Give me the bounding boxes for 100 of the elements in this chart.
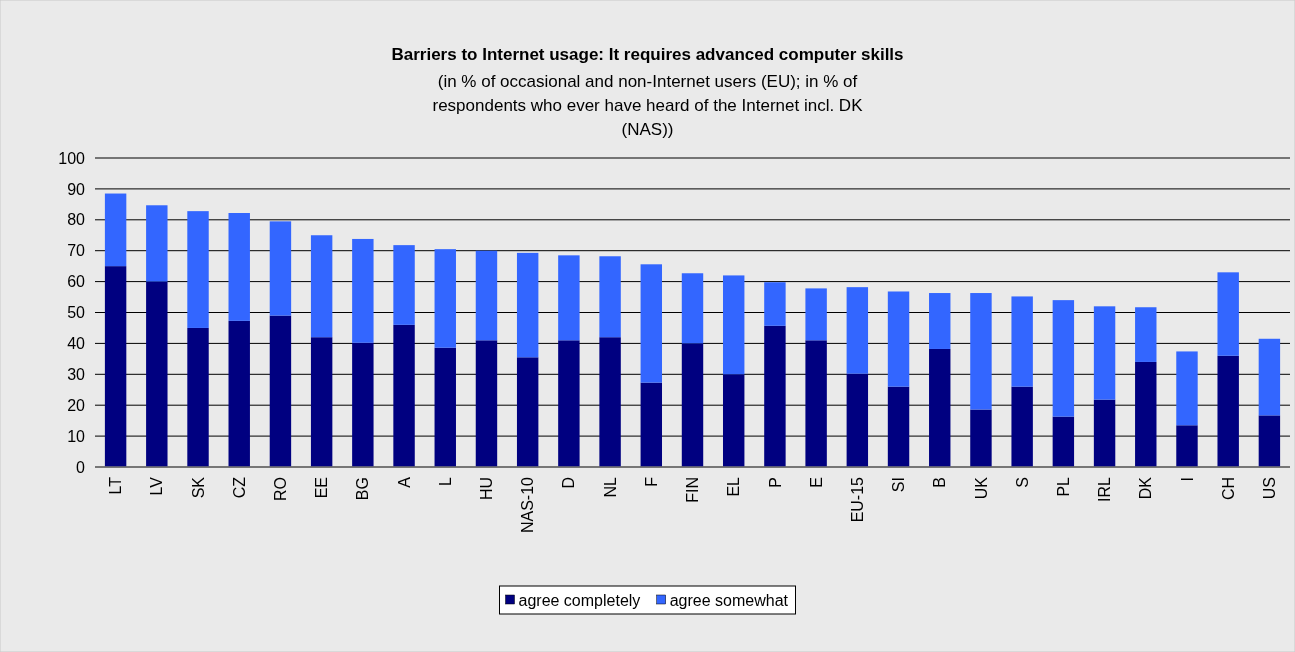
bar [1217, 272, 1239, 356]
x-tick-label: NAS-10 [519, 476, 537, 534]
bar [434, 249, 456, 348]
bar [681, 273, 704, 344]
bar [146, 281, 168, 467]
y-tick-label: 30 [67, 365, 86, 383]
bar [475, 250, 498, 341]
bar [310, 337, 333, 467]
x-tick-label: B [931, 477, 949, 488]
bar [1011, 386, 1033, 467]
bar [434, 347, 456, 467]
bar [722, 275, 745, 375]
bar [352, 238, 374, 343]
bar [887, 386, 910, 467]
bar [187, 211, 209, 328]
x-tick-label: CZ [230, 476, 248, 499]
x-tick-label: SI [890, 477, 908, 493]
bar [1258, 338, 1281, 416]
bar [1011, 296, 1033, 387]
legend-label: agree completely [518, 591, 641, 609]
y-tick-label: 100 [58, 149, 86, 167]
x-tick-label: S [1013, 477, 1031, 488]
bar [393, 324, 415, 467]
bar [1176, 425, 1198, 467]
bar [805, 340, 827, 467]
x-tick-label: D [560, 477, 578, 489]
bar [516, 252, 539, 358]
x-tick-label: L [436, 476, 454, 486]
y-tick-label: 50 [67, 304, 86, 322]
bar [970, 409, 992, 467]
bar [558, 255, 580, 341]
bar [970, 293, 992, 410]
x-tick-label: A [395, 476, 413, 488]
bar [640, 382, 663, 467]
bar [1258, 415, 1281, 467]
bar [1217, 355, 1239, 467]
x-tick-label: P [766, 477, 784, 488]
x-tick-label: HU [478, 477, 496, 501]
y-tick-label: 10 [67, 427, 86, 445]
x-tick-label: E [807, 477, 825, 488]
x-tick-label: PL [1054, 476, 1072, 497]
bar [1135, 307, 1157, 362]
bar [104, 193, 127, 267]
legend-label: agree somewhat [669, 591, 789, 609]
bar [681, 343, 704, 467]
bar [1052, 300, 1075, 417]
x-tick-label: F [642, 476, 660, 487]
bar [187, 327, 209, 467]
bar [640, 264, 663, 383]
bar [393, 245, 415, 325]
y-tick-label: 90 [67, 180, 86, 198]
bar [228, 320, 250, 467]
bar [929, 348, 951, 467]
x-tick-label: I [1178, 477, 1196, 482]
bar [1093, 306, 1116, 400]
y-tick-label: 80 [67, 211, 86, 229]
x-tick-label: UK [972, 476, 990, 500]
bar [352, 342, 374, 467]
bar [887, 291, 910, 387]
bar [599, 256, 621, 338]
bar [764, 325, 786, 467]
bar [558, 340, 580, 467]
bar [929, 293, 951, 349]
bar [228, 213, 250, 321]
bar [846, 373, 869, 467]
x-tick-label: CH [1219, 477, 1237, 501]
x-tick-label: RO [272, 477, 290, 501]
x-tick-label: FIN [684, 477, 702, 503]
y-tick-label: 60 [67, 273, 86, 291]
bar [846, 287, 869, 374]
bar [269, 221, 292, 316]
bar [475, 340, 498, 467]
bar [599, 337, 621, 467]
y-tick-label: 0 [76, 458, 86, 476]
bar [1176, 351, 1198, 426]
x-tick-label: LV [148, 476, 166, 496]
x-tick-label: IRL [1096, 476, 1114, 502]
bar [310, 235, 333, 338]
x-tick-label: EL [725, 476, 743, 497]
x-tick-label: BG [354, 477, 372, 501]
bar [722, 374, 745, 467]
y-tick-label: 40 [67, 335, 86, 352]
bar [1093, 399, 1116, 467]
y-tick-label: 20 [67, 396, 86, 414]
x-tick-label: EU-15 [848, 476, 866, 523]
bar [1052, 416, 1075, 467]
bar [516, 357, 539, 467]
x-tick-label: DK [1137, 476, 1155, 500]
bar [805, 288, 827, 341]
bar [146, 205, 168, 282]
bar [1135, 361, 1157, 467]
bar [104, 266, 127, 467]
x-tick-label: US [1261, 477, 1278, 500]
chart-title: Barriers to Internet usage: It requires advanced computer skills [391, 45, 904, 64]
x-tick-label: EE [313, 477, 331, 499]
bar [764, 282, 786, 326]
x-tick-label: NL [601, 476, 619, 498]
x-tick-label: LT [107, 476, 125, 495]
x-tick-label: SK [189, 476, 207, 499]
bar [269, 315, 292, 467]
